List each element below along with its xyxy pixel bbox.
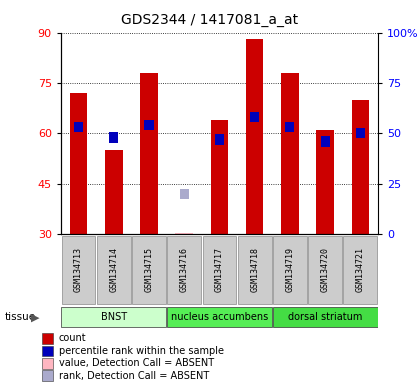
Bar — [356, 128, 365, 139]
Text: GSM134716: GSM134716 — [180, 247, 189, 292]
Text: GSM134717: GSM134717 — [215, 247, 224, 292]
Bar — [70, 93, 87, 234]
Bar — [246, 40, 263, 234]
Bar — [273, 236, 307, 304]
Text: GSM134713: GSM134713 — [74, 247, 83, 292]
Bar — [238, 236, 272, 304]
Text: percentile rank within the sample: percentile rank within the sample — [59, 346, 224, 356]
Bar — [215, 134, 224, 144]
Bar — [132, 236, 166, 304]
Bar — [167, 236, 201, 304]
Text: GSM134719: GSM134719 — [286, 247, 294, 292]
Bar — [250, 112, 259, 122]
Bar — [140, 73, 158, 234]
Text: GSM134721: GSM134721 — [356, 247, 365, 292]
Bar — [180, 189, 189, 199]
Bar — [144, 120, 154, 131]
Text: nucleus accumbens: nucleus accumbens — [171, 312, 268, 322]
Text: GSM134720: GSM134720 — [320, 247, 330, 292]
Text: count: count — [59, 333, 87, 343]
Bar — [352, 100, 369, 234]
Text: GSM134714: GSM134714 — [109, 247, 118, 292]
Bar — [62, 236, 95, 304]
Bar — [281, 73, 299, 234]
Bar — [211, 120, 228, 234]
Text: GSM134715: GSM134715 — [144, 247, 153, 292]
Text: BNST: BNST — [101, 312, 127, 322]
Bar — [74, 122, 83, 132]
Bar — [61, 307, 166, 328]
Bar — [320, 136, 330, 147]
Text: rank, Detection Call = ABSENT: rank, Detection Call = ABSENT — [59, 371, 209, 381]
Bar — [285, 122, 294, 132]
Bar — [308, 236, 342, 304]
Text: dorsal striatum: dorsal striatum — [288, 312, 362, 322]
Text: value, Detection Call = ABSENT: value, Detection Call = ABSENT — [59, 358, 214, 368]
Bar — [344, 236, 377, 304]
Bar — [167, 307, 272, 328]
Bar — [97, 236, 131, 304]
Text: GDS2344 / 1417081_a_at: GDS2344 / 1417081_a_at — [121, 13, 299, 27]
Bar — [109, 132, 118, 142]
Text: tissue: tissue — [4, 312, 35, 322]
Bar — [316, 130, 334, 234]
Text: ▶: ▶ — [32, 312, 40, 322]
Text: GSM134718: GSM134718 — [250, 247, 259, 292]
Bar — [105, 150, 123, 234]
Bar — [176, 233, 193, 234]
Bar — [202, 236, 236, 304]
Bar — [273, 307, 378, 328]
